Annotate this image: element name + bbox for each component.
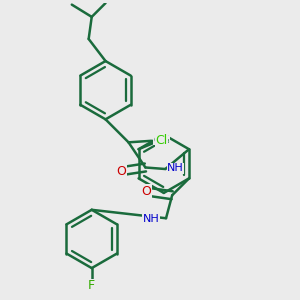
Text: NH: NH [167, 164, 184, 173]
Text: NH: NH [142, 214, 159, 224]
Text: F: F [88, 279, 95, 292]
Text: Cl: Cl [155, 134, 168, 146]
Text: CH₃: CH₃ [153, 136, 170, 145]
Text: O: O [116, 165, 126, 178]
Text: O: O [142, 185, 151, 198]
